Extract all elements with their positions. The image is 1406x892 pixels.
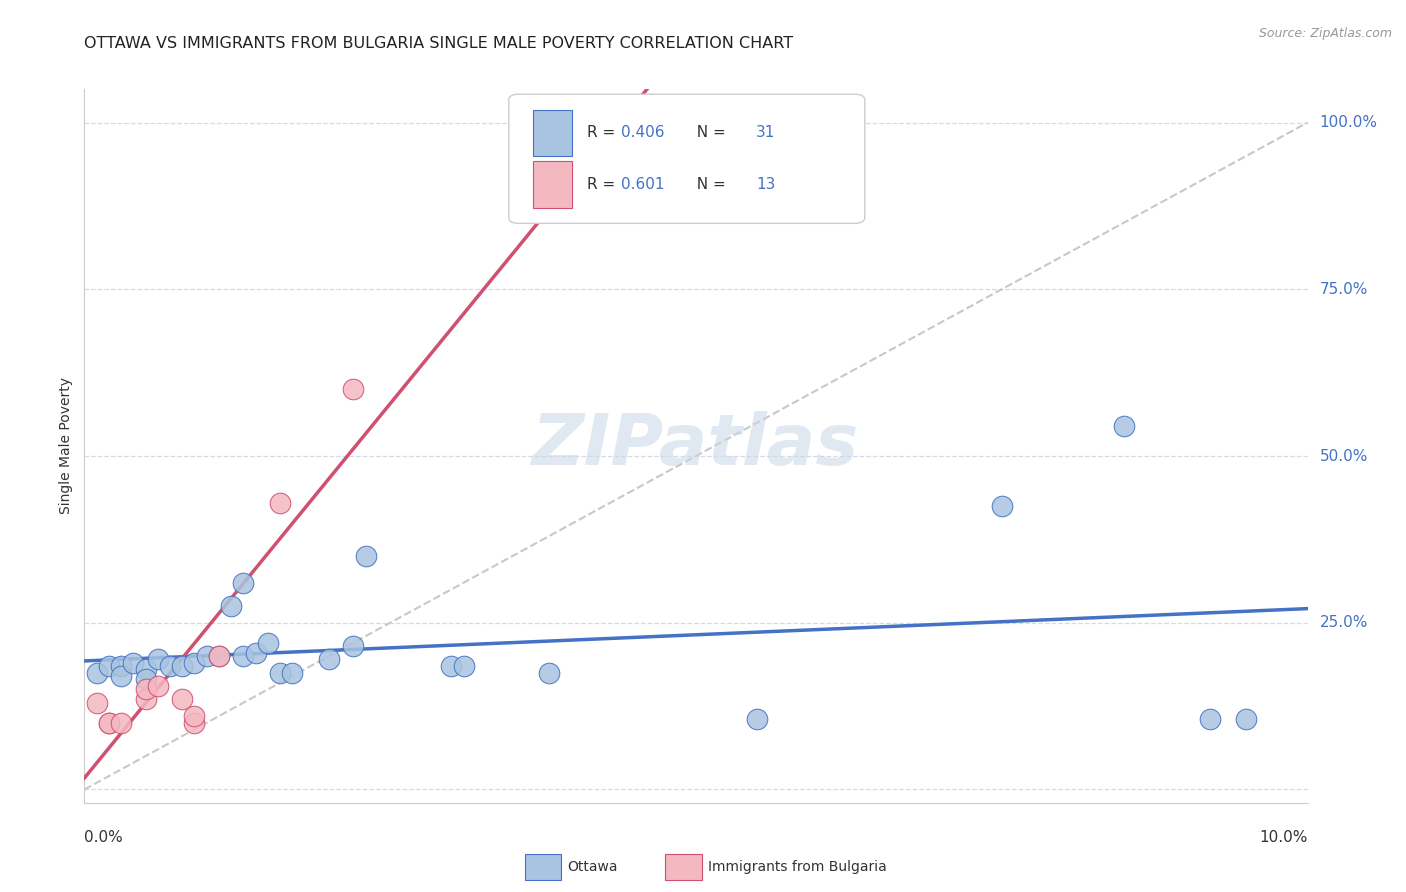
Point [172,692,194,706]
Point [269,665,291,680]
Point [232,649,254,664]
Text: 13: 13 [756,178,775,192]
Point [219,599,242,613]
Point [747,713,769,727]
Bar [524,855,561,880]
Point [1234,713,1257,727]
Point [122,656,145,670]
Text: Immigrants from Bulgaria: Immigrants from Bulgaria [709,860,887,874]
Point [318,652,340,666]
Text: 50.0%: 50.0% [1320,449,1368,464]
Text: N =: N = [688,126,731,140]
Text: R =: R = [588,178,620,192]
Point [172,659,194,673]
Point [110,669,132,683]
Point [208,649,231,664]
Point [183,709,205,723]
Point [97,659,120,673]
Bar [533,161,572,208]
Point [146,652,169,666]
Text: 100.0%: 100.0% [1320,115,1378,130]
Point [342,639,364,653]
Point [135,662,157,676]
Text: 0.0%: 0.0% [84,830,124,845]
Point [86,696,108,710]
Bar [533,110,572,156]
Point [110,659,132,673]
Text: 25.0%: 25.0% [1320,615,1368,631]
Text: R =: R = [588,126,620,140]
Text: 0.601: 0.601 [621,178,665,192]
Point [110,715,132,730]
Point [135,692,157,706]
Point [86,665,108,680]
Point [257,636,280,650]
Point [354,549,377,563]
Text: 10.0%: 10.0% [1260,830,1308,845]
Text: 0.406: 0.406 [621,126,665,140]
Text: N =: N = [688,178,731,192]
Point [245,646,267,660]
Point [135,673,157,687]
Bar [665,855,702,880]
Text: OTTAWA VS IMMIGRANTS FROM BULGARIA SINGLE MALE POVERTY CORRELATION CHART: OTTAWA VS IMMIGRANTS FROM BULGARIA SINGL… [84,36,793,51]
Point [342,382,364,396]
Point [195,649,218,664]
Point [159,659,181,673]
Point [183,715,205,730]
Point [183,656,205,670]
Point [97,715,120,730]
Point [453,659,475,673]
Point [146,679,169,693]
Point [97,715,120,730]
Point [232,575,254,590]
FancyBboxPatch shape [509,95,865,223]
Text: Ottawa: Ottawa [568,860,619,874]
Point [269,496,291,510]
Text: 31: 31 [756,126,775,140]
Text: Source: ZipAtlas.com: Source: ZipAtlas.com [1258,27,1392,40]
Y-axis label: Single Male Poverty: Single Male Poverty [59,377,73,515]
Point [991,499,1014,513]
Text: 75.0%: 75.0% [1320,282,1368,297]
Point [208,649,231,664]
Point [1114,419,1136,434]
Point [281,665,304,680]
Text: ZIPatlas: ZIPatlas [533,411,859,481]
Point [1198,713,1220,727]
Point [440,659,463,673]
Point [135,682,157,697]
Point [538,665,561,680]
